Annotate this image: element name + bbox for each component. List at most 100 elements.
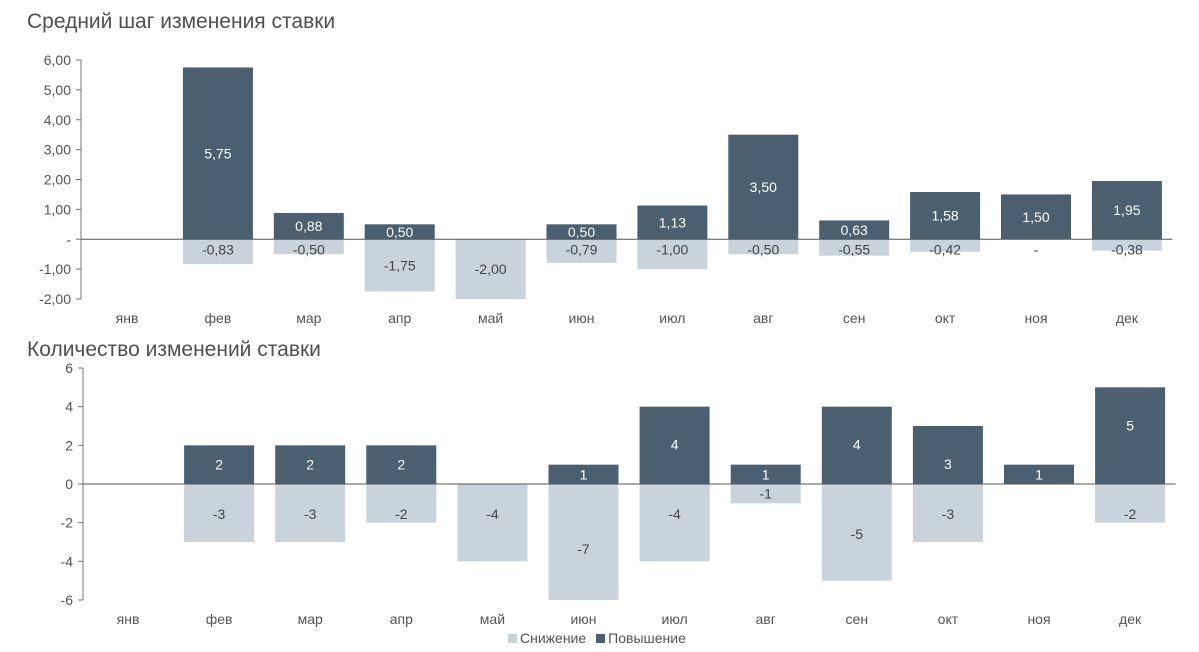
bar-increase xyxy=(637,205,708,240)
x-tick-label: дек xyxy=(1116,310,1139,326)
bar-increase xyxy=(548,464,619,484)
x-tick-label: янв xyxy=(117,611,140,627)
data-label-increase: 0,63 xyxy=(841,222,868,238)
data-label-decrease: -1 xyxy=(759,486,772,502)
x-tick-label: ноя xyxy=(1027,611,1050,627)
y-tick-label: 5,00 xyxy=(44,82,71,98)
bar-decrease xyxy=(910,239,981,252)
bar-decrease xyxy=(275,484,346,542)
x-tick-label: апр xyxy=(388,310,411,326)
bar-increase xyxy=(912,426,983,484)
bar-increase xyxy=(366,445,437,484)
x-tick-label: апр xyxy=(390,611,413,627)
data-label-increase: 3,50 xyxy=(750,179,777,195)
x-tick-label: мар xyxy=(298,611,323,627)
data-label-increase: 0,88 xyxy=(295,218,322,234)
x-tick-label: авг xyxy=(753,310,773,326)
data-label-decrease: -4 xyxy=(486,506,499,522)
data-label-decrease: -3 xyxy=(304,506,317,522)
data-label-decrease: - xyxy=(1034,241,1039,257)
x-tick-label: июл xyxy=(659,310,685,326)
data-label-decrease: -2,00 xyxy=(475,261,507,277)
bar-decrease xyxy=(1091,239,1162,251)
data-label-decrease: -0,38 xyxy=(1111,241,1143,257)
x-tick-label: июн xyxy=(570,611,596,627)
data-label-decrease: -3 xyxy=(942,506,955,522)
legend-item-decrease: Снижение xyxy=(508,630,586,646)
data-label-increase: 1 xyxy=(580,466,588,482)
bar-increase xyxy=(546,224,617,240)
bar-increase xyxy=(821,406,892,484)
data-label-increase: 2 xyxy=(397,457,405,473)
bar-decrease xyxy=(1095,484,1166,523)
x-tick-label: май xyxy=(478,310,503,326)
bar-increase xyxy=(182,67,253,240)
y-tick-label: -6 xyxy=(61,592,74,608)
y-tick-label: -2,00 xyxy=(39,291,71,307)
y-tick-label: 0 xyxy=(65,476,73,492)
data-label-decrease: -0,50 xyxy=(747,241,779,257)
legend-swatch-increase xyxy=(596,634,606,643)
y-tick-label: 6 xyxy=(65,360,73,376)
bar-increase xyxy=(1091,180,1162,240)
bar-increase xyxy=(275,445,346,484)
x-tick-label: окт xyxy=(938,611,959,627)
bar-increase xyxy=(1001,194,1071,240)
data-label-increase: 1,13 xyxy=(659,214,686,230)
y-tick-label: 4,00 xyxy=(44,112,71,128)
x-tick-label: ноя xyxy=(1024,310,1047,326)
bar-increase xyxy=(184,445,255,484)
bar-increase xyxy=(364,224,435,240)
bar-increase xyxy=(910,192,981,240)
data-label-increase: 5,75 xyxy=(204,145,231,161)
x-tick-label: окт xyxy=(935,310,956,326)
y-tick-label: -1,00 xyxy=(39,261,71,277)
data-label-increase: 4 xyxy=(853,437,861,453)
bar-increase xyxy=(728,134,799,240)
x-tick-label: июн xyxy=(568,310,594,326)
data-label-decrease: -1,75 xyxy=(384,257,416,273)
y-tick-label: 1,00 xyxy=(44,201,71,217)
data-label-increase: 1,50 xyxy=(1022,209,1049,225)
y-tick-label: 3,00 xyxy=(44,142,71,158)
y-tick-label: - xyxy=(66,231,71,247)
legend-item-increase: Повышение xyxy=(596,630,686,646)
x-tick-label: сен xyxy=(843,310,866,326)
x-tick-label: фев xyxy=(205,310,232,326)
bar-decrease xyxy=(546,239,617,263)
data-label-increase: 2 xyxy=(306,457,314,473)
bar-increase xyxy=(1095,387,1166,484)
y-tick-label: 2,00 xyxy=(44,172,71,188)
data-label-increase: 0,50 xyxy=(568,224,595,240)
bar-increase xyxy=(819,220,890,240)
bar-decrease xyxy=(819,239,890,256)
data-label-increase: 1 xyxy=(1035,466,1043,482)
data-label-increase: 1,95 xyxy=(1113,202,1140,218)
data-label-decrease: -4 xyxy=(668,506,681,522)
bar-decrease xyxy=(273,239,344,255)
legend: Снижение Повышение xyxy=(508,630,686,646)
chart-1-title: Средний шаг изменения ставки xyxy=(27,10,336,33)
data-label-decrease: -7 xyxy=(577,541,590,557)
x-tick-label: май xyxy=(480,611,505,627)
bar-decrease xyxy=(457,484,528,562)
y-tick-label: -4 xyxy=(61,553,74,569)
data-label-increase: 3 xyxy=(944,456,952,472)
x-tick-label: сен xyxy=(846,611,869,627)
legend-label-increase: Повышение xyxy=(608,630,686,646)
bar-decrease xyxy=(637,239,708,270)
bar-decrease xyxy=(182,239,253,265)
bar-increase xyxy=(730,464,801,484)
bar-decrease xyxy=(184,484,255,542)
data-label-decrease: -5 xyxy=(851,526,864,542)
bar-decrease xyxy=(730,484,801,504)
data-label-increase: 0,50 xyxy=(386,224,413,240)
bar-decrease xyxy=(548,484,619,600)
data-label-decrease: -2 xyxy=(395,506,408,522)
x-tick-label: дек xyxy=(1119,611,1142,627)
data-label-increase: 1,58 xyxy=(931,208,958,224)
data-label-decrease: -2 xyxy=(1124,506,1137,522)
bar-decrease xyxy=(821,484,892,581)
bar-decrease xyxy=(364,239,435,292)
